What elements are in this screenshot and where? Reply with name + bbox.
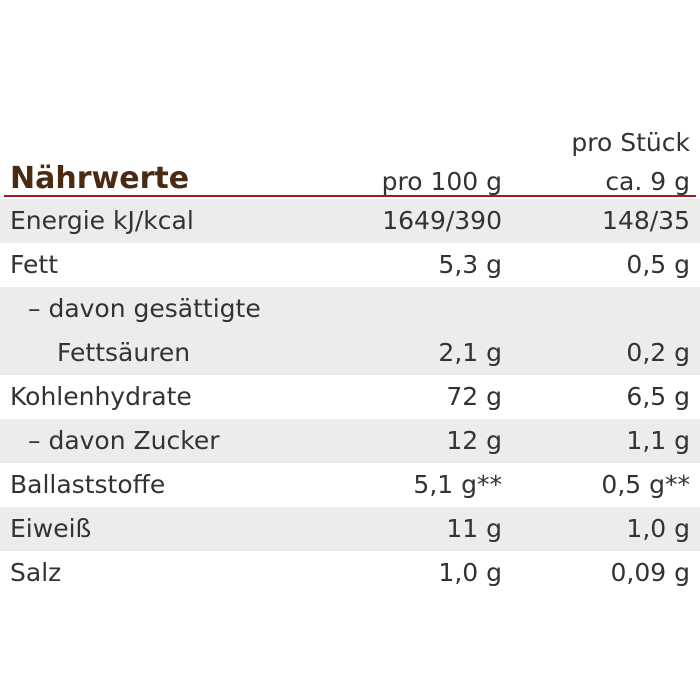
header-per-piece: pro Stück [571,128,690,157]
value-per-piece: 0,09 g [610,558,690,587]
value-per-100g: 1649/390 [382,206,502,235]
row-label: Ballaststoffe [10,470,166,499]
row-label: Kohlenhydrate [10,382,192,411]
table-title: Nährwerte [10,161,190,196]
value-per-100g: 12 g [446,426,502,455]
value-per-100g: 11 g [446,514,502,543]
value-per-100g: 72 g [446,382,502,411]
value-per-100g: 2,1 g [438,338,502,367]
header-per-piece-weight: ca. 9 g [605,167,690,196]
value-per-piece: 1,1 g [626,426,690,455]
row-label: – davon Zucker [28,426,220,455]
value-per-100g: 5,3 g [438,250,502,279]
value-per-piece: 148/35 [602,206,690,235]
value-per-piece: 6,5 g [626,382,690,411]
row-label: Eiweiß [10,514,92,543]
table-row: Kohlenhydrate 72 g 6,5 g [0,375,700,419]
header-rule [4,195,696,197]
value-per-100g: 5,1 g** [413,470,502,499]
row-label: Salz [10,558,62,587]
value-per-piece: 1,0 g [626,514,690,543]
row-label: Energie kJ/kcal [10,206,194,235]
table-row: – davon gesättigte Fettsäuren 2,1 g 0,2 g [0,287,700,375]
value-per-100g: 1,0 g [438,558,502,587]
table-row: Energie kJ/kcal 1649/390 148/35 [0,199,700,243]
row-label: Fettsäuren [57,338,191,367]
value-per-piece: 0,5 g** [601,470,690,499]
table-row: Fett 5,3 g 0,5 g [0,243,700,287]
table-row: – davon Zucker 12 g 1,1 g [0,419,700,463]
header-per-100g: pro 100 g [381,167,502,196]
value-per-piece: 0,2 g [626,338,690,367]
row-label: – davon gesättigte [28,294,261,323]
value-per-piece: 0,5 g [626,250,690,279]
table-row: Eiweiß 11 g 1,0 g [0,507,700,551]
table-row: Salz 1,0 g 0,09 g [0,551,700,595]
table-row: Ballaststoffe 5,1 g** 0,5 g** [0,463,700,507]
row-label: Fett [10,250,58,279]
